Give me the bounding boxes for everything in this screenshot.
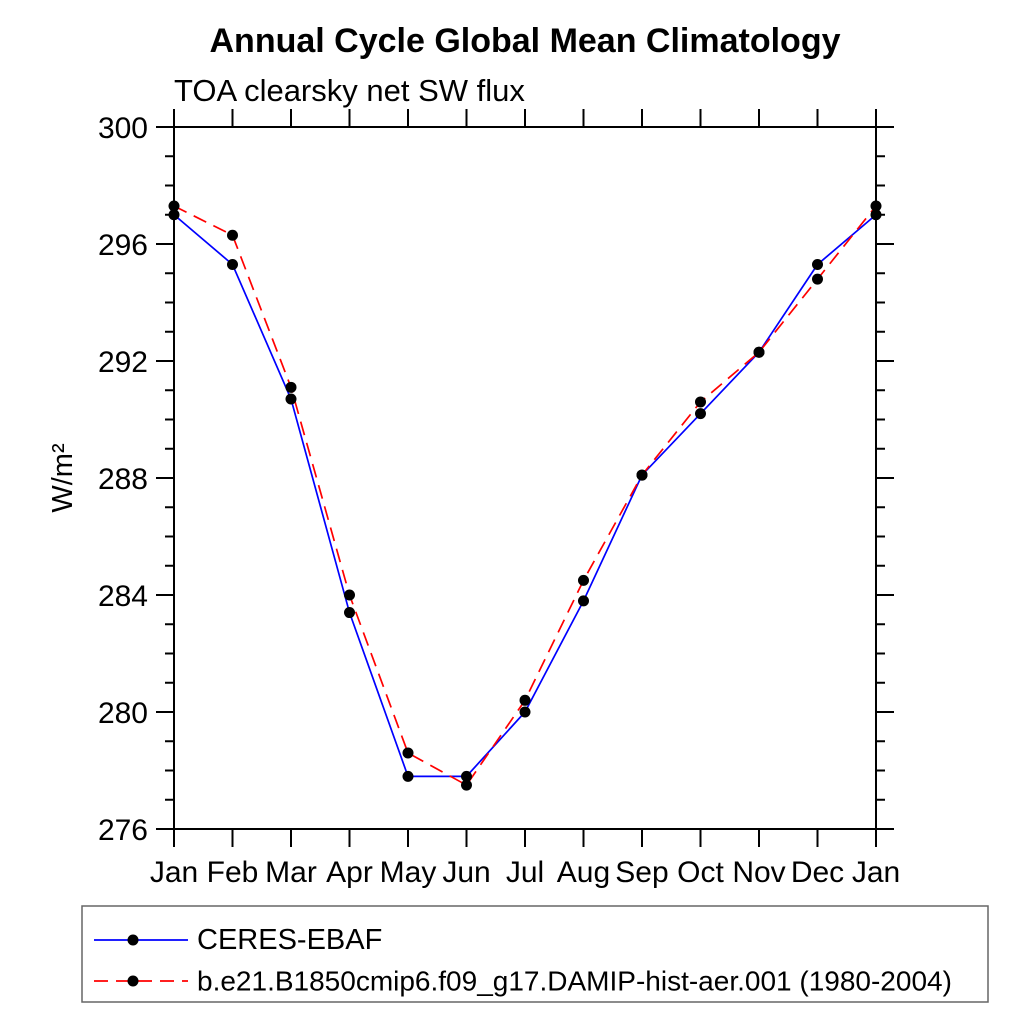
axes: 276 280 284 288 292 296 300 Jan Feb Mar Apr May Jun J… xyxy=(98,109,900,889)
x-tick-label: May xyxy=(380,856,437,889)
data-point-model xyxy=(285,381,297,393)
x-tick-label: Mar xyxy=(265,856,317,889)
data-point-obs xyxy=(285,393,297,405)
data-point-obs xyxy=(402,770,414,782)
data-point-model xyxy=(870,200,882,212)
data-point-model xyxy=(753,346,765,358)
y-tick-label: 292 xyxy=(98,346,148,379)
y-tick-label: 280 xyxy=(98,697,148,730)
chart-title: Annual Cycle Global Mean Climatology xyxy=(210,22,841,60)
data-point-obs xyxy=(812,258,823,270)
legend-marker-model-icon xyxy=(127,975,139,987)
legend-label-model: b.e21.B1850cmip6.f09_g17.DAMIP-hist-aer.… xyxy=(197,966,952,997)
data-point-model xyxy=(168,200,180,212)
x-tick-label: Jul xyxy=(506,856,544,889)
x-tick-label: Nov xyxy=(732,856,785,889)
legend-label-obs: CERES-EBAF xyxy=(197,924,382,956)
data-point-model xyxy=(227,229,238,241)
legend-box xyxy=(81,905,989,1003)
series-line-obs xyxy=(173,214,877,778)
data-point-obs xyxy=(870,209,882,221)
legend-marker-obs-icon xyxy=(127,934,139,946)
data-point-model xyxy=(519,694,531,706)
data-point-obs xyxy=(227,258,238,270)
chart-subtitle: TOA clearsky net SW flux xyxy=(174,73,525,108)
y-axis-title: W/m² xyxy=(47,443,79,513)
data-point-model xyxy=(636,469,648,481)
y-tick-label: 288 xyxy=(98,463,148,496)
data-point-model xyxy=(812,273,823,285)
x-tick-label: Jun xyxy=(442,856,490,889)
data-point-model xyxy=(461,779,472,791)
data-point-obs xyxy=(344,607,355,619)
x-tick-label: Aug xyxy=(557,856,610,889)
y-tick-label: 284 xyxy=(98,580,148,613)
x-tick-label: Apr xyxy=(326,856,373,889)
data-point-model xyxy=(695,396,706,408)
y-tick-label: 276 xyxy=(98,814,148,847)
y-tick-label: 296 xyxy=(98,229,148,262)
data-point-model xyxy=(344,589,355,601)
data-point-model xyxy=(578,574,589,586)
x-tick-label: Feb xyxy=(207,856,259,889)
x-tick-label: Oct xyxy=(677,856,724,889)
x-tick-label: Jan xyxy=(150,856,198,889)
x-tick-label: Jan xyxy=(852,856,900,889)
x-tick-label: Dec xyxy=(791,856,844,889)
y-tick-label: 300 xyxy=(98,112,148,145)
legend: CERES-EBAF b.e21.B1850cmip6.f09_g17.DAMI… xyxy=(81,905,989,1003)
x-tick-label: Sep xyxy=(615,856,668,889)
plot-area xyxy=(168,200,882,791)
data-point-obs xyxy=(461,770,472,782)
data-point-obs xyxy=(578,595,589,607)
data-point-obs xyxy=(695,408,706,420)
data-point-obs xyxy=(168,209,180,221)
data-point-model xyxy=(402,747,414,759)
data-point-obs xyxy=(519,706,531,718)
